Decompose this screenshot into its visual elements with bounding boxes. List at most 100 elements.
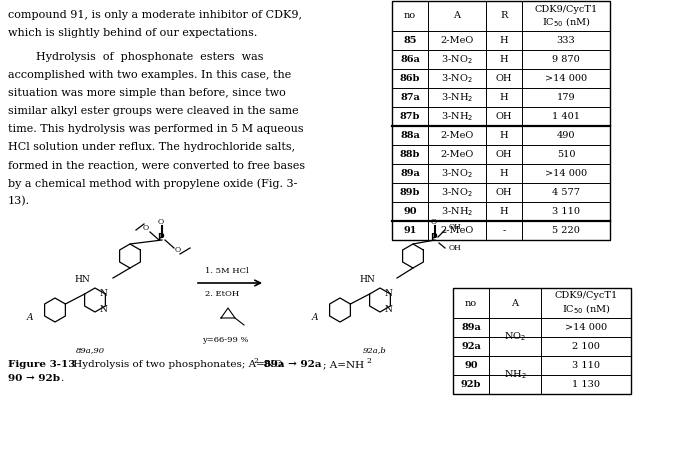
Text: 490: 490 <box>557 131 576 140</box>
Text: O: O <box>158 218 164 226</box>
Text: 4 577: 4 577 <box>552 188 580 197</box>
Text: similar alkyl ester groups were cleaved in the same: similar alkyl ester groups were cleaved … <box>8 106 299 116</box>
Text: CDK9/CycT1: CDK9/CycT1 <box>535 5 598 14</box>
Text: 2: 2 <box>366 357 371 365</box>
Text: Hydrolysis  of  phosphonate  esters  was: Hydrolysis of phosphonate esters was <box>8 52 264 62</box>
Text: 1 130: 1 130 <box>572 380 600 389</box>
Text: 9 870: 9 870 <box>552 55 580 64</box>
Text: 88b: 88b <box>400 150 420 159</box>
Text: OH: OH <box>496 112 512 121</box>
Text: formed in the reaction, were converted to free bases: formed in the reaction, were converted t… <box>8 160 305 170</box>
Text: 87a: 87a <box>400 93 420 102</box>
Text: P: P <box>429 234 436 242</box>
Text: P: P <box>157 234 164 242</box>
Text: O: O <box>431 218 437 226</box>
Text: 91: 91 <box>403 226 417 235</box>
Text: 510: 510 <box>557 150 576 159</box>
Text: OH: OH <box>496 188 512 197</box>
Text: 88a: 88a <box>400 131 420 140</box>
Text: A: A <box>454 12 461 21</box>
Text: 2. EtOH: 2. EtOH <box>205 290 239 298</box>
Text: A: A <box>26 313 33 322</box>
Text: N: N <box>99 288 107 298</box>
Text: no: no <box>404 12 416 21</box>
Text: >14 000: >14 000 <box>545 74 587 83</box>
Text: HN: HN <box>359 276 375 285</box>
Text: NH$_2$: NH$_2$ <box>504 369 526 381</box>
Text: 333: 333 <box>557 36 576 45</box>
Text: 3-NH$_2$: 3-NH$_2$ <box>441 205 473 218</box>
Text: 3 110: 3 110 <box>572 361 600 370</box>
Text: Figure 3-13: Figure 3-13 <box>8 360 75 369</box>
Text: 89a: 89a <box>461 323 481 332</box>
Text: IC$_{50}$ (nM): IC$_{50}$ (nM) <box>541 15 590 29</box>
Bar <box>453 288 631 394</box>
Text: IC$_{50}$ (nM): IC$_{50}$ (nM) <box>562 302 610 316</box>
Text: 2 100: 2 100 <box>572 342 600 351</box>
Text: 2-MeO: 2-MeO <box>441 36 473 45</box>
Text: Hydrolysis of two phosphonates; A=NO: Hydrolysis of two phosphonates; A=NO <box>70 360 283 369</box>
Text: H: H <box>500 169 508 178</box>
Text: 1. 5M HCl: 1. 5M HCl <box>205 267 248 275</box>
Text: O: O <box>175 246 181 254</box>
Text: which is slightly behind of our expectations.: which is slightly behind of our expectat… <box>8 28 258 38</box>
Text: 3-NO$_2$: 3-NO$_2$ <box>441 53 473 66</box>
Text: y=66-99 %: y=66-99 % <box>202 336 248 344</box>
Text: 89a,90: 89a,90 <box>75 346 104 354</box>
Text: R: R <box>500 12 507 21</box>
Text: CDK9/CycT1: CDK9/CycT1 <box>555 292 617 300</box>
Text: .: . <box>60 374 63 383</box>
Text: 85: 85 <box>403 36 417 45</box>
Text: 3 110: 3 110 <box>552 207 580 216</box>
Text: H: H <box>500 131 508 140</box>
Text: 86a: 86a <box>400 55 420 64</box>
Text: O: O <box>143 224 149 232</box>
Text: OH: OH <box>496 150 512 159</box>
Text: A: A <box>512 299 519 307</box>
Text: 2-MeO: 2-MeO <box>441 150 473 159</box>
Text: 1 401: 1 401 <box>552 112 580 121</box>
Text: OH: OH <box>496 74 512 83</box>
Text: 13).: 13). <box>8 196 30 206</box>
Text: 5 220: 5 220 <box>552 226 580 235</box>
Text: -: - <box>503 226 505 235</box>
Text: N: N <box>384 305 392 314</box>
Text: >14 000: >14 000 <box>565 323 607 332</box>
Text: 3-NO$_2$: 3-NO$_2$ <box>441 72 473 85</box>
Text: 90: 90 <box>464 361 478 370</box>
Text: 87b: 87b <box>400 112 420 121</box>
Text: 3-NO$_2$: 3-NO$_2$ <box>441 186 473 199</box>
Text: 89a → 92a: 89a → 92a <box>260 360 322 369</box>
Text: 2: 2 <box>253 357 258 365</box>
Text: ; A=NH: ; A=NH <box>323 360 364 369</box>
Text: 3-NO$_2$: 3-NO$_2$ <box>441 167 473 180</box>
Text: accomplished with two examples. In this case, the: accomplished with two examples. In this … <box>8 70 291 80</box>
Text: time. This hydrolysis was performed in 5 M aqueous: time. This hydrolysis was performed in 5… <box>8 124 303 134</box>
Text: situation was more simple than before, since two: situation was more simple than before, s… <box>8 88 286 98</box>
Text: 89b: 89b <box>400 188 420 197</box>
Text: A: A <box>312 313 318 322</box>
Text: N: N <box>384 288 392 298</box>
Text: no: no <box>465 299 477 307</box>
Text: OH: OH <box>449 244 461 252</box>
Text: 90: 90 <box>403 207 417 216</box>
Text: 92a,b: 92a,b <box>363 346 387 354</box>
Text: 89a: 89a <box>400 169 420 178</box>
Text: >14 000: >14 000 <box>545 169 587 178</box>
Text: OH: OH <box>449 223 461 231</box>
Text: 179: 179 <box>557 93 576 102</box>
Text: 3-NH$_2$: 3-NH$_2$ <box>441 110 473 123</box>
Text: H: H <box>500 36 508 45</box>
Text: 2-MeO: 2-MeO <box>441 131 473 140</box>
Text: HN: HN <box>74 276 90 285</box>
Bar <box>392 1 610 240</box>
Text: by a chemical method with propylene oxide (Fig. 3-: by a chemical method with propylene oxid… <box>8 178 297 189</box>
Text: compound 91, is only a moderate inhibitor of CDK9,: compound 91, is only a moderate inhibito… <box>8 10 302 20</box>
Text: H: H <box>500 207 508 216</box>
Text: H: H <box>500 93 508 102</box>
Text: NO$_2$: NO$_2$ <box>504 330 526 344</box>
Text: 92b: 92b <box>461 380 481 389</box>
Text: H: H <box>500 55 508 64</box>
Text: 2-MeO: 2-MeO <box>441 226 473 235</box>
Text: N: N <box>99 305 107 314</box>
